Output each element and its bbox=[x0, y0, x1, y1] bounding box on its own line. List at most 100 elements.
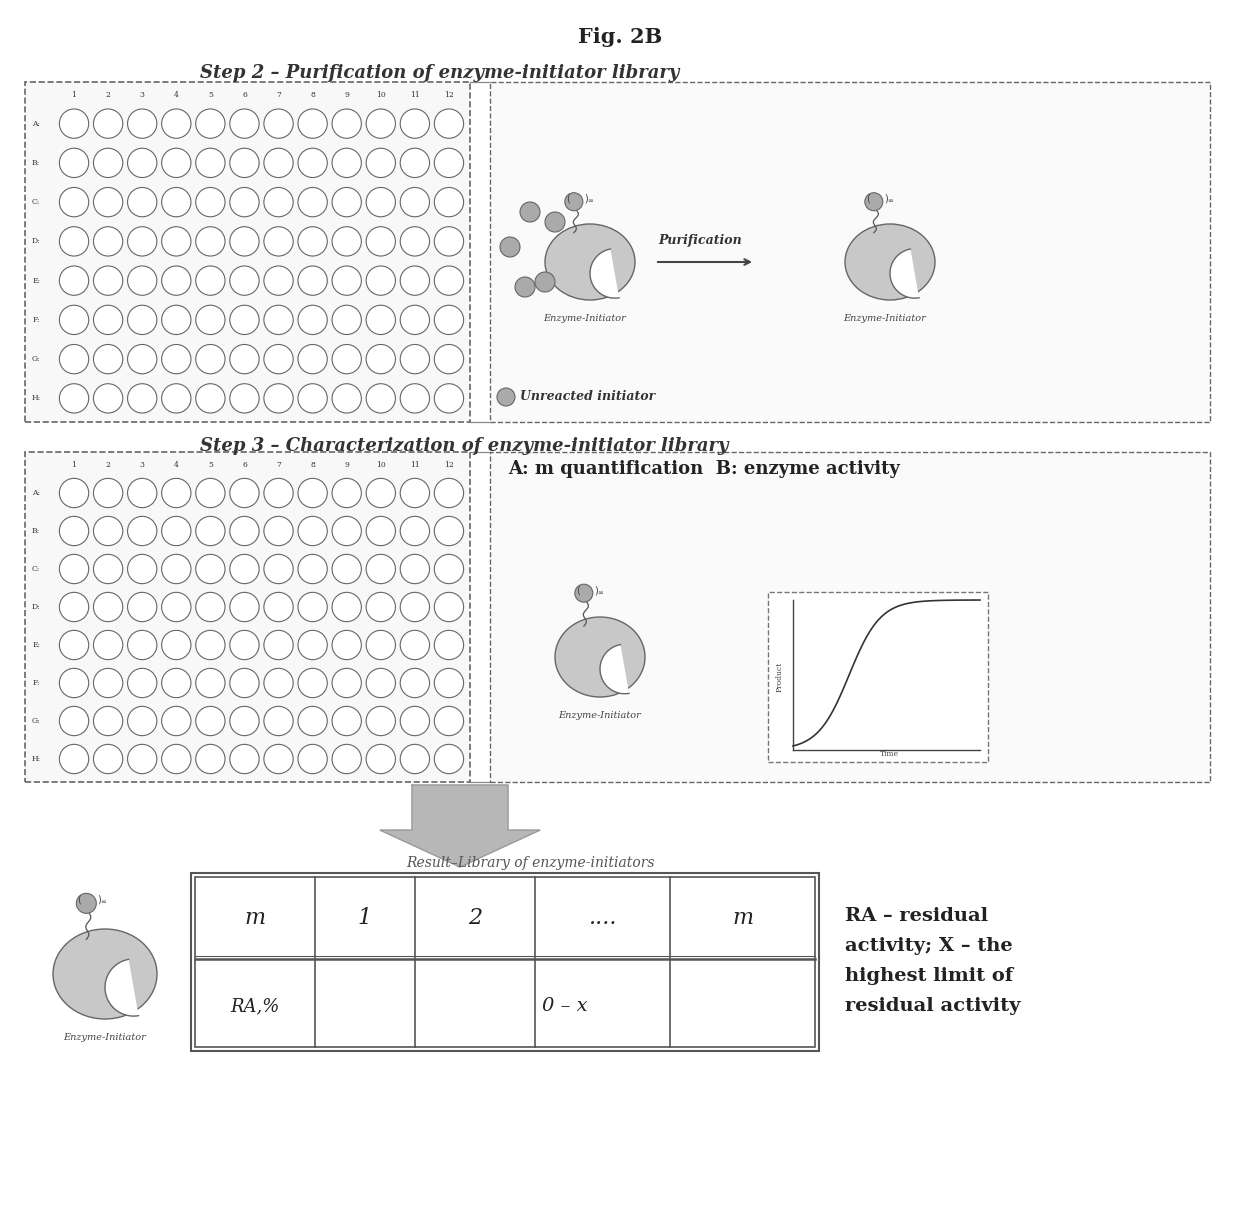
Circle shape bbox=[332, 706, 361, 736]
Circle shape bbox=[298, 706, 327, 736]
Circle shape bbox=[161, 478, 191, 507]
Circle shape bbox=[366, 384, 396, 413]
Text: F:: F: bbox=[32, 679, 40, 687]
Circle shape bbox=[366, 744, 396, 774]
Circle shape bbox=[93, 478, 123, 507]
Text: C:: C: bbox=[32, 198, 41, 207]
Circle shape bbox=[128, 555, 157, 584]
Bar bbox=[195, 877, 815, 1047]
Circle shape bbox=[264, 384, 293, 413]
Bar bbox=[490, 452, 1210, 782]
Circle shape bbox=[60, 187, 89, 216]
Circle shape bbox=[196, 266, 224, 296]
Circle shape bbox=[93, 345, 123, 374]
Ellipse shape bbox=[844, 224, 935, 299]
Wedge shape bbox=[890, 249, 919, 298]
Circle shape bbox=[401, 668, 429, 698]
Text: H:: H: bbox=[31, 395, 41, 402]
Text: 2: 2 bbox=[105, 92, 110, 99]
Circle shape bbox=[196, 555, 224, 584]
Circle shape bbox=[196, 478, 224, 507]
Circle shape bbox=[332, 555, 361, 584]
Circle shape bbox=[434, 266, 464, 296]
Text: 5: 5 bbox=[208, 461, 213, 469]
Bar bbox=[490, 82, 1210, 422]
Circle shape bbox=[196, 631, 224, 660]
Circle shape bbox=[332, 744, 361, 774]
Circle shape bbox=[229, 744, 259, 774]
Text: (: ( bbox=[565, 194, 569, 204]
Circle shape bbox=[229, 227, 259, 257]
Circle shape bbox=[229, 148, 259, 177]
Circle shape bbox=[229, 266, 259, 296]
Circle shape bbox=[229, 345, 259, 374]
Text: )$_\infty$: )$_\infty$ bbox=[884, 192, 895, 205]
Text: )$_\infty$: )$_\infty$ bbox=[594, 584, 605, 596]
Circle shape bbox=[93, 593, 123, 622]
Wedge shape bbox=[590, 249, 619, 298]
Circle shape bbox=[264, 109, 293, 138]
Circle shape bbox=[161, 306, 191, 335]
Circle shape bbox=[229, 631, 259, 660]
Circle shape bbox=[161, 593, 191, 622]
Circle shape bbox=[332, 306, 361, 335]
Text: 1: 1 bbox=[72, 92, 77, 99]
Text: B:: B: bbox=[32, 527, 41, 535]
Text: 2: 2 bbox=[105, 461, 110, 469]
Circle shape bbox=[401, 384, 429, 413]
Text: ....: .... bbox=[588, 907, 616, 929]
Circle shape bbox=[161, 187, 191, 216]
Circle shape bbox=[298, 517, 327, 546]
Circle shape bbox=[229, 478, 259, 507]
Bar bbox=[25, 452, 470, 782]
Circle shape bbox=[298, 631, 327, 660]
Circle shape bbox=[229, 109, 259, 138]
Circle shape bbox=[128, 148, 157, 177]
Circle shape bbox=[60, 266, 89, 296]
Circle shape bbox=[298, 306, 327, 335]
Circle shape bbox=[298, 345, 327, 374]
Text: (: ( bbox=[866, 194, 869, 204]
Circle shape bbox=[500, 237, 520, 257]
Circle shape bbox=[229, 187, 259, 216]
Circle shape bbox=[366, 148, 396, 177]
Circle shape bbox=[264, 306, 293, 335]
Circle shape bbox=[434, 668, 464, 698]
Text: (: ( bbox=[575, 585, 580, 595]
Text: residual activity: residual activity bbox=[844, 997, 1021, 1015]
Text: F:: F: bbox=[32, 315, 40, 324]
Circle shape bbox=[298, 555, 327, 584]
Text: 12: 12 bbox=[444, 461, 454, 469]
Text: m: m bbox=[732, 907, 753, 929]
Circle shape bbox=[161, 345, 191, 374]
Circle shape bbox=[128, 668, 157, 698]
Circle shape bbox=[298, 384, 327, 413]
Circle shape bbox=[332, 345, 361, 374]
Circle shape bbox=[128, 517, 157, 546]
Circle shape bbox=[401, 478, 429, 507]
Circle shape bbox=[128, 227, 157, 257]
Circle shape bbox=[264, 517, 293, 546]
Circle shape bbox=[332, 187, 361, 216]
Circle shape bbox=[196, 744, 224, 774]
Circle shape bbox=[229, 593, 259, 622]
Circle shape bbox=[366, 478, 396, 507]
Circle shape bbox=[60, 668, 89, 698]
Text: Result–Library of enzyme-initiators: Result–Library of enzyme-initiators bbox=[405, 855, 655, 870]
Text: Enzyme-Initiator: Enzyme-Initiator bbox=[543, 314, 626, 323]
Circle shape bbox=[264, 478, 293, 507]
Circle shape bbox=[93, 668, 123, 698]
Circle shape bbox=[196, 109, 224, 138]
Circle shape bbox=[196, 593, 224, 622]
Text: H:: H: bbox=[31, 755, 41, 763]
Circle shape bbox=[546, 211, 565, 232]
Text: 4: 4 bbox=[174, 461, 179, 469]
Text: E:: E: bbox=[32, 642, 40, 649]
Circle shape bbox=[332, 668, 361, 698]
Bar bbox=[191, 873, 818, 1051]
Circle shape bbox=[434, 744, 464, 774]
Circle shape bbox=[128, 384, 157, 413]
Circle shape bbox=[366, 109, 396, 138]
Circle shape bbox=[298, 668, 327, 698]
Circle shape bbox=[366, 555, 396, 584]
